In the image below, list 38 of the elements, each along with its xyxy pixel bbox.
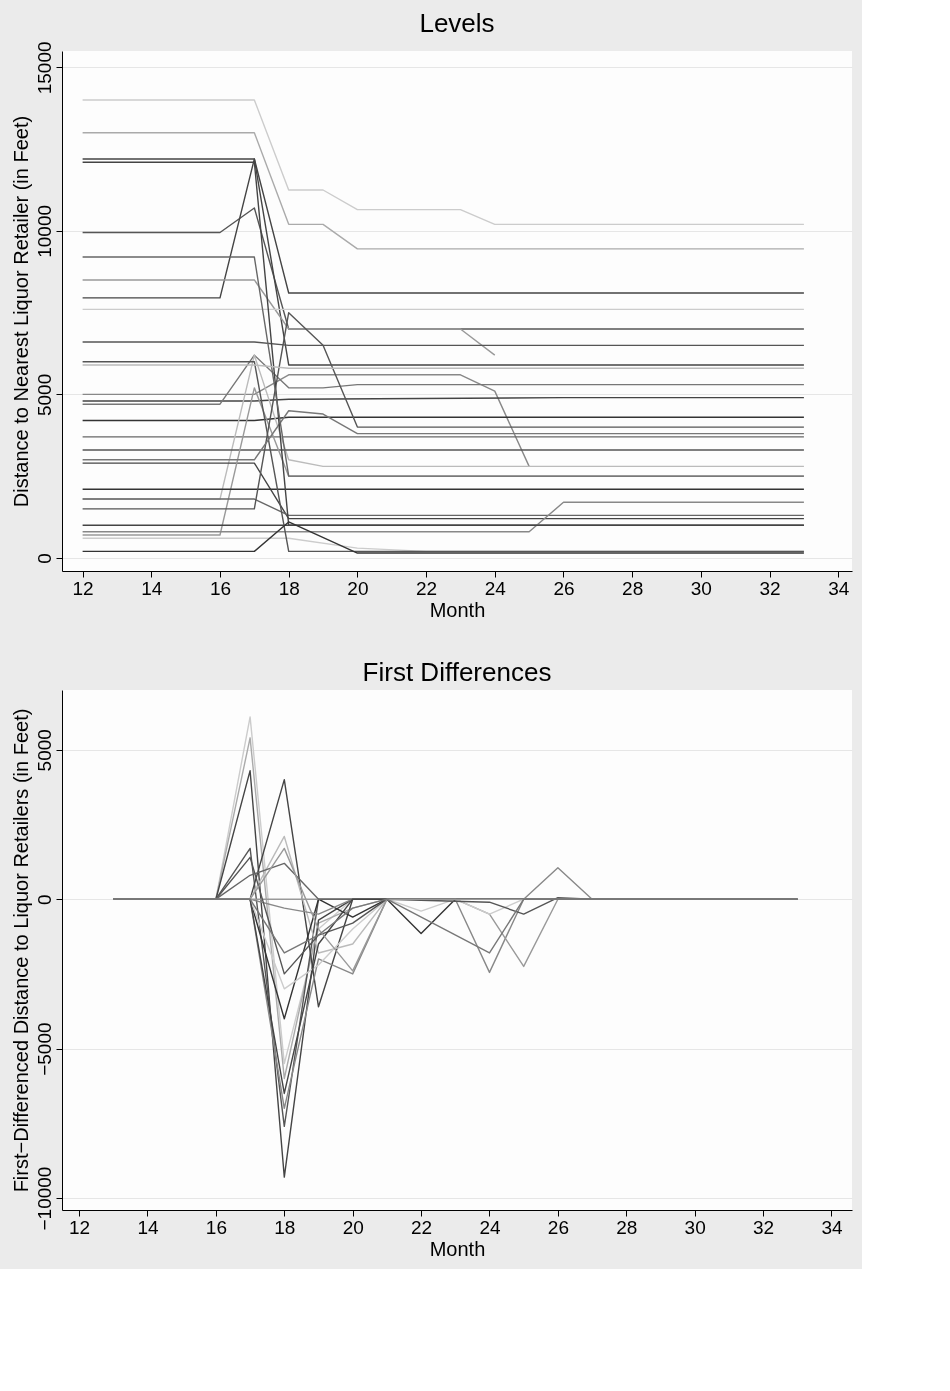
x-tick-label: 20 (347, 577, 369, 599)
x-axis-title: Month (429, 598, 486, 621)
x-tick-label: 32 (753, 1216, 775, 1238)
x-tick-label: 22 (411, 1216, 433, 1238)
x-tick-label: 26 (553, 577, 575, 599)
x-tick-label: 26 (547, 1216, 569, 1238)
x-tick-label: 32 (759, 577, 781, 599)
y-tick-label: 15000 (33, 41, 55, 95)
y-tick-label: −5000 (33, 1022, 55, 1076)
x-tick-label: 30 (684, 1216, 706, 1238)
x-tick-label: 28 (616, 1216, 638, 1238)
chart-title: Levels (419, 7, 495, 38)
x-tick-label: 34 (828, 577, 850, 599)
x-tick-label: 12 (72, 577, 94, 599)
y-tick-label: 10000 (33, 204, 55, 258)
x-axis-title: Month (429, 1237, 486, 1260)
y-tick-label: 5000 (33, 729, 55, 772)
y-axis-title: First−Differenced Distance to Liquor Retailers (in Feet) (9, 708, 32, 1193)
y-tick-label: 0 (33, 553, 55, 564)
y-tick-label: −10000 (33, 1166, 55, 1231)
y-axis-title: Distance to Nearest Liquor Retailer (in Feet) (9, 115, 32, 508)
x-tick-label: 14 (137, 1216, 159, 1238)
x-tick-label: 16 (205, 1216, 227, 1238)
x-tick-label: 24 (484, 577, 507, 599)
x-tick-label: 18 (274, 1216, 296, 1238)
x-tick-label: 34 (821, 1216, 843, 1238)
chart-title: First Differences (362, 657, 552, 687)
x-tick-label: 30 (690, 577, 712, 599)
x-tick-label: 12 (69, 1216, 91, 1238)
x-tick-label: 20 (342, 1216, 364, 1238)
x-tick-label: 18 (278, 577, 300, 599)
x-tick-label: 28 (622, 577, 644, 599)
x-tick-label: 22 (416, 577, 438, 599)
x-tick-label: 14 (141, 577, 163, 599)
y-tick-label: 0 (33, 894, 55, 905)
x-tick-label: 16 (209, 577, 232, 599)
x-tick-label: 24 (479, 1216, 501, 1238)
y-tick-label: 5000 (33, 373, 55, 417)
